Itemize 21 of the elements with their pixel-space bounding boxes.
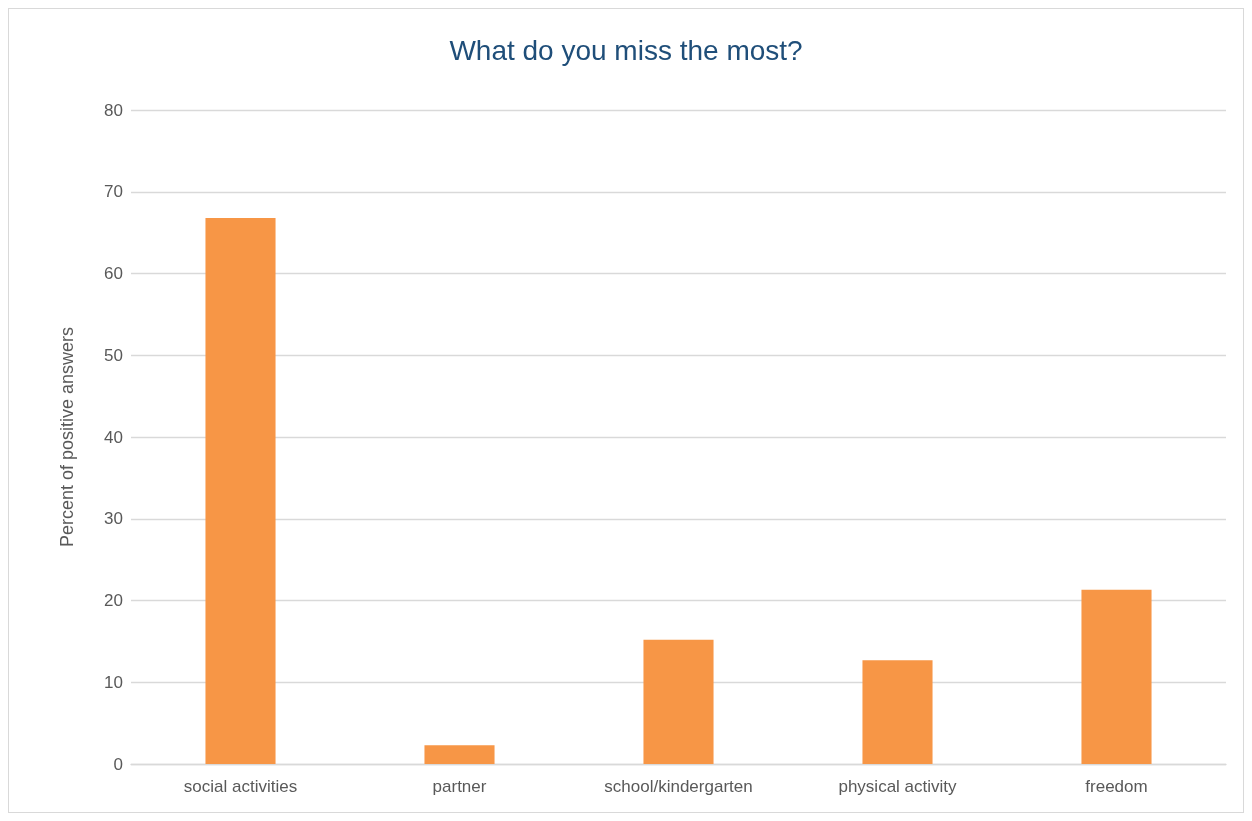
chart-title: What do you miss the most? [449,34,803,66]
bar [424,745,495,764]
y-tick-label: 80 [104,100,123,120]
x-tick-label: social activities [183,777,298,796]
y-tick-label: 50 [104,345,123,365]
x-tick-label: freedom [1085,777,1148,796]
y-tick-label: 10 [104,672,123,692]
y-tick-label: 60 [104,264,123,283]
y-axis-title: Percent of positive answers [57,326,77,548]
x-tick-label: partner [432,777,487,796]
bar [1081,589,1152,764]
bar [205,217,276,764]
y-tick-label: 40 [104,427,123,447]
x-tick-label: physical activity [838,777,958,796]
y-tick-label: 0 [113,754,123,774]
x-tick-label: school/kindergarten [604,777,753,796]
y-tick-label: 20 [104,591,123,610]
bar [862,660,933,764]
y-tick-label: 30 [104,509,123,529]
bar [643,639,714,764]
y-tick-label: 70 [104,182,123,202]
